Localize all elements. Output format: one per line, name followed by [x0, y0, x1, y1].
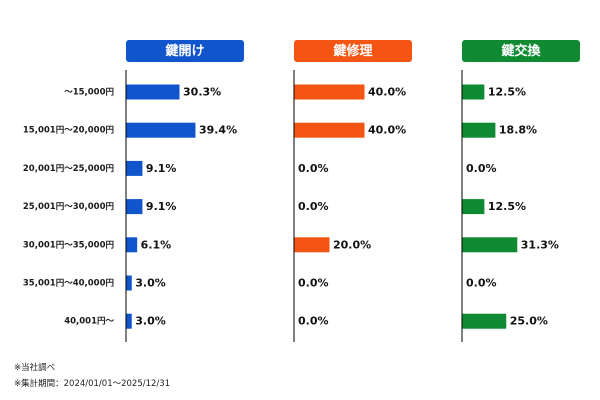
data-label-3-1: 12.5%: [488, 86, 526, 99]
bar-3-2: [462, 122, 496, 138]
bar-3-4: [462, 199, 485, 215]
data-label-3-7: 25.0%: [510, 315, 548, 328]
category-labels: ～15,000円 15,001円～20,000円 20,001円～25,000円 25…: [23, 88, 115, 327]
series-title-1: 鍵開け: [165, 43, 204, 59]
category-label-6: 35,001円～40,000円: [23, 279, 114, 289]
data-label-1-7: 3.0%: [135, 315, 166, 328]
bar-1-4: [126, 199, 143, 215]
bar-1-1: [126, 84, 180, 100]
category-label-1: ～15,000円: [64, 88, 114, 98]
panel-header-3: [462, 40, 580, 62]
bar-2-5: [294, 237, 330, 253]
footnotes: ※当社調べ ※集計期間：2024/01/01～2025/12/31: [14, 360, 374, 392]
data-label-2-7: 0.0%: [298, 315, 329, 328]
data-label-1-2: 39.4%: [199, 124, 237, 137]
panel-1: 鍵開け 30.3% 39.4% 9.1% 9.1% 6.1% 3.0% 3.0%: [125, 40, 244, 342]
data-label-3-6: 0.0%: [466, 277, 497, 290]
data-label-2-1: 40.0%: [368, 86, 406, 99]
panel-3: 鍵交換 12.5% 18.8% 0.0% 12.5% 31.3% 0.0% 25.0%: [461, 40, 580, 342]
data-label-2-4: 0.0%: [298, 200, 329, 213]
data-label-2-6: 0.0%: [298, 277, 329, 290]
data-label-1-5: 6.1%: [141, 238, 172, 251]
data-label-3-3: 0.0%: [466, 162, 497, 175]
bar-3-5: [462, 237, 518, 253]
data-label-2-3: 0.0%: [298, 162, 329, 175]
bar-1-7: [126, 313, 132, 329]
data-label-3-5: 31.3%: [521, 238, 559, 251]
panel-header-1: [126, 40, 244, 62]
panel-header-2: [294, 40, 412, 62]
data-label-2-5: 20.0%: [333, 238, 371, 251]
data-label-3-2: 18.8%: [499, 124, 537, 137]
bar-1-5: [126, 237, 138, 253]
bar-2-2: [294, 122, 365, 138]
panel-2: 鍵修理 40.0% 40.0% 0.0% 0.0% 20.0% 0.0% 0.0%: [293, 40, 412, 342]
footnote-period: ※集計期間：2024/01/01～2025/12/31: [14, 379, 171, 389]
category-label-5: 30,001円～35,000円: [23, 240, 114, 250]
bar-2-1: [294, 84, 365, 100]
data-label-3-4: 12.5%: [488, 200, 526, 213]
data-label-2-2: 40.0%: [368, 124, 406, 137]
data-label-1-4: 9.1%: [146, 200, 177, 213]
category-label-3: 20,001円～25,000円: [23, 164, 114, 174]
bar-1-2: [126, 122, 196, 138]
bar-3-7: [462, 313, 507, 329]
data-label-1-6: 3.0%: [135, 277, 166, 290]
bar-1-3: [126, 160, 143, 176]
category-label-4: 25,001円～30,000円: [23, 202, 114, 212]
data-label-1-3: 9.1%: [146, 162, 177, 175]
series-title-3: 鍵交換: [501, 43, 541, 59]
bar-1-6: [126, 275, 132, 291]
category-label-7: 40,001円～: [64, 317, 114, 327]
data-label-1-1: 30.3%: [183, 86, 221, 99]
bar-3-1: [462, 84, 485, 100]
category-label-2: 15,001円～20,000円: [23, 126, 114, 136]
series-title-2: 鍵修理: [333, 43, 372, 59]
footnote-source: ※当社調べ: [14, 363, 56, 373]
